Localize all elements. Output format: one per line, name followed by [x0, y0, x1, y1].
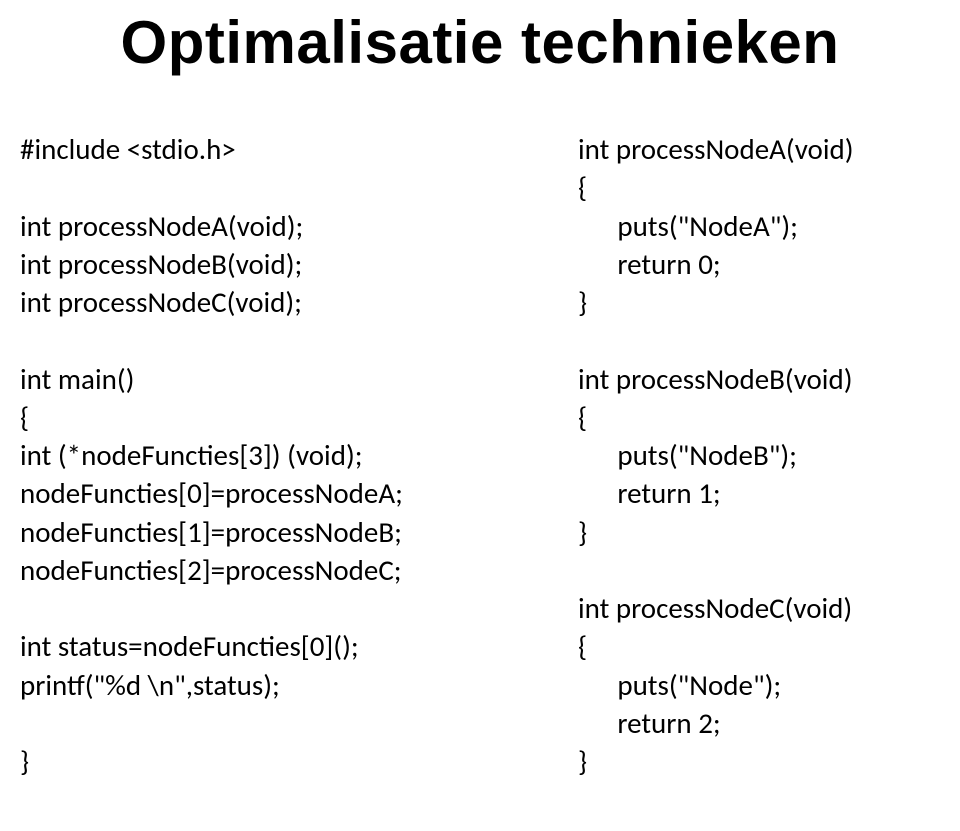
code-right-column: int processNodeA(void) { puts("NodeA"); … — [578, 130, 948, 781]
slide-page: Optimalisatie technieken #include <stdio… — [0, 0, 960, 831]
code-left-column: #include <stdio.h> int processNodeA(void… — [20, 130, 580, 781]
slide-title: Optimalisatie technieken — [0, 8, 960, 77]
